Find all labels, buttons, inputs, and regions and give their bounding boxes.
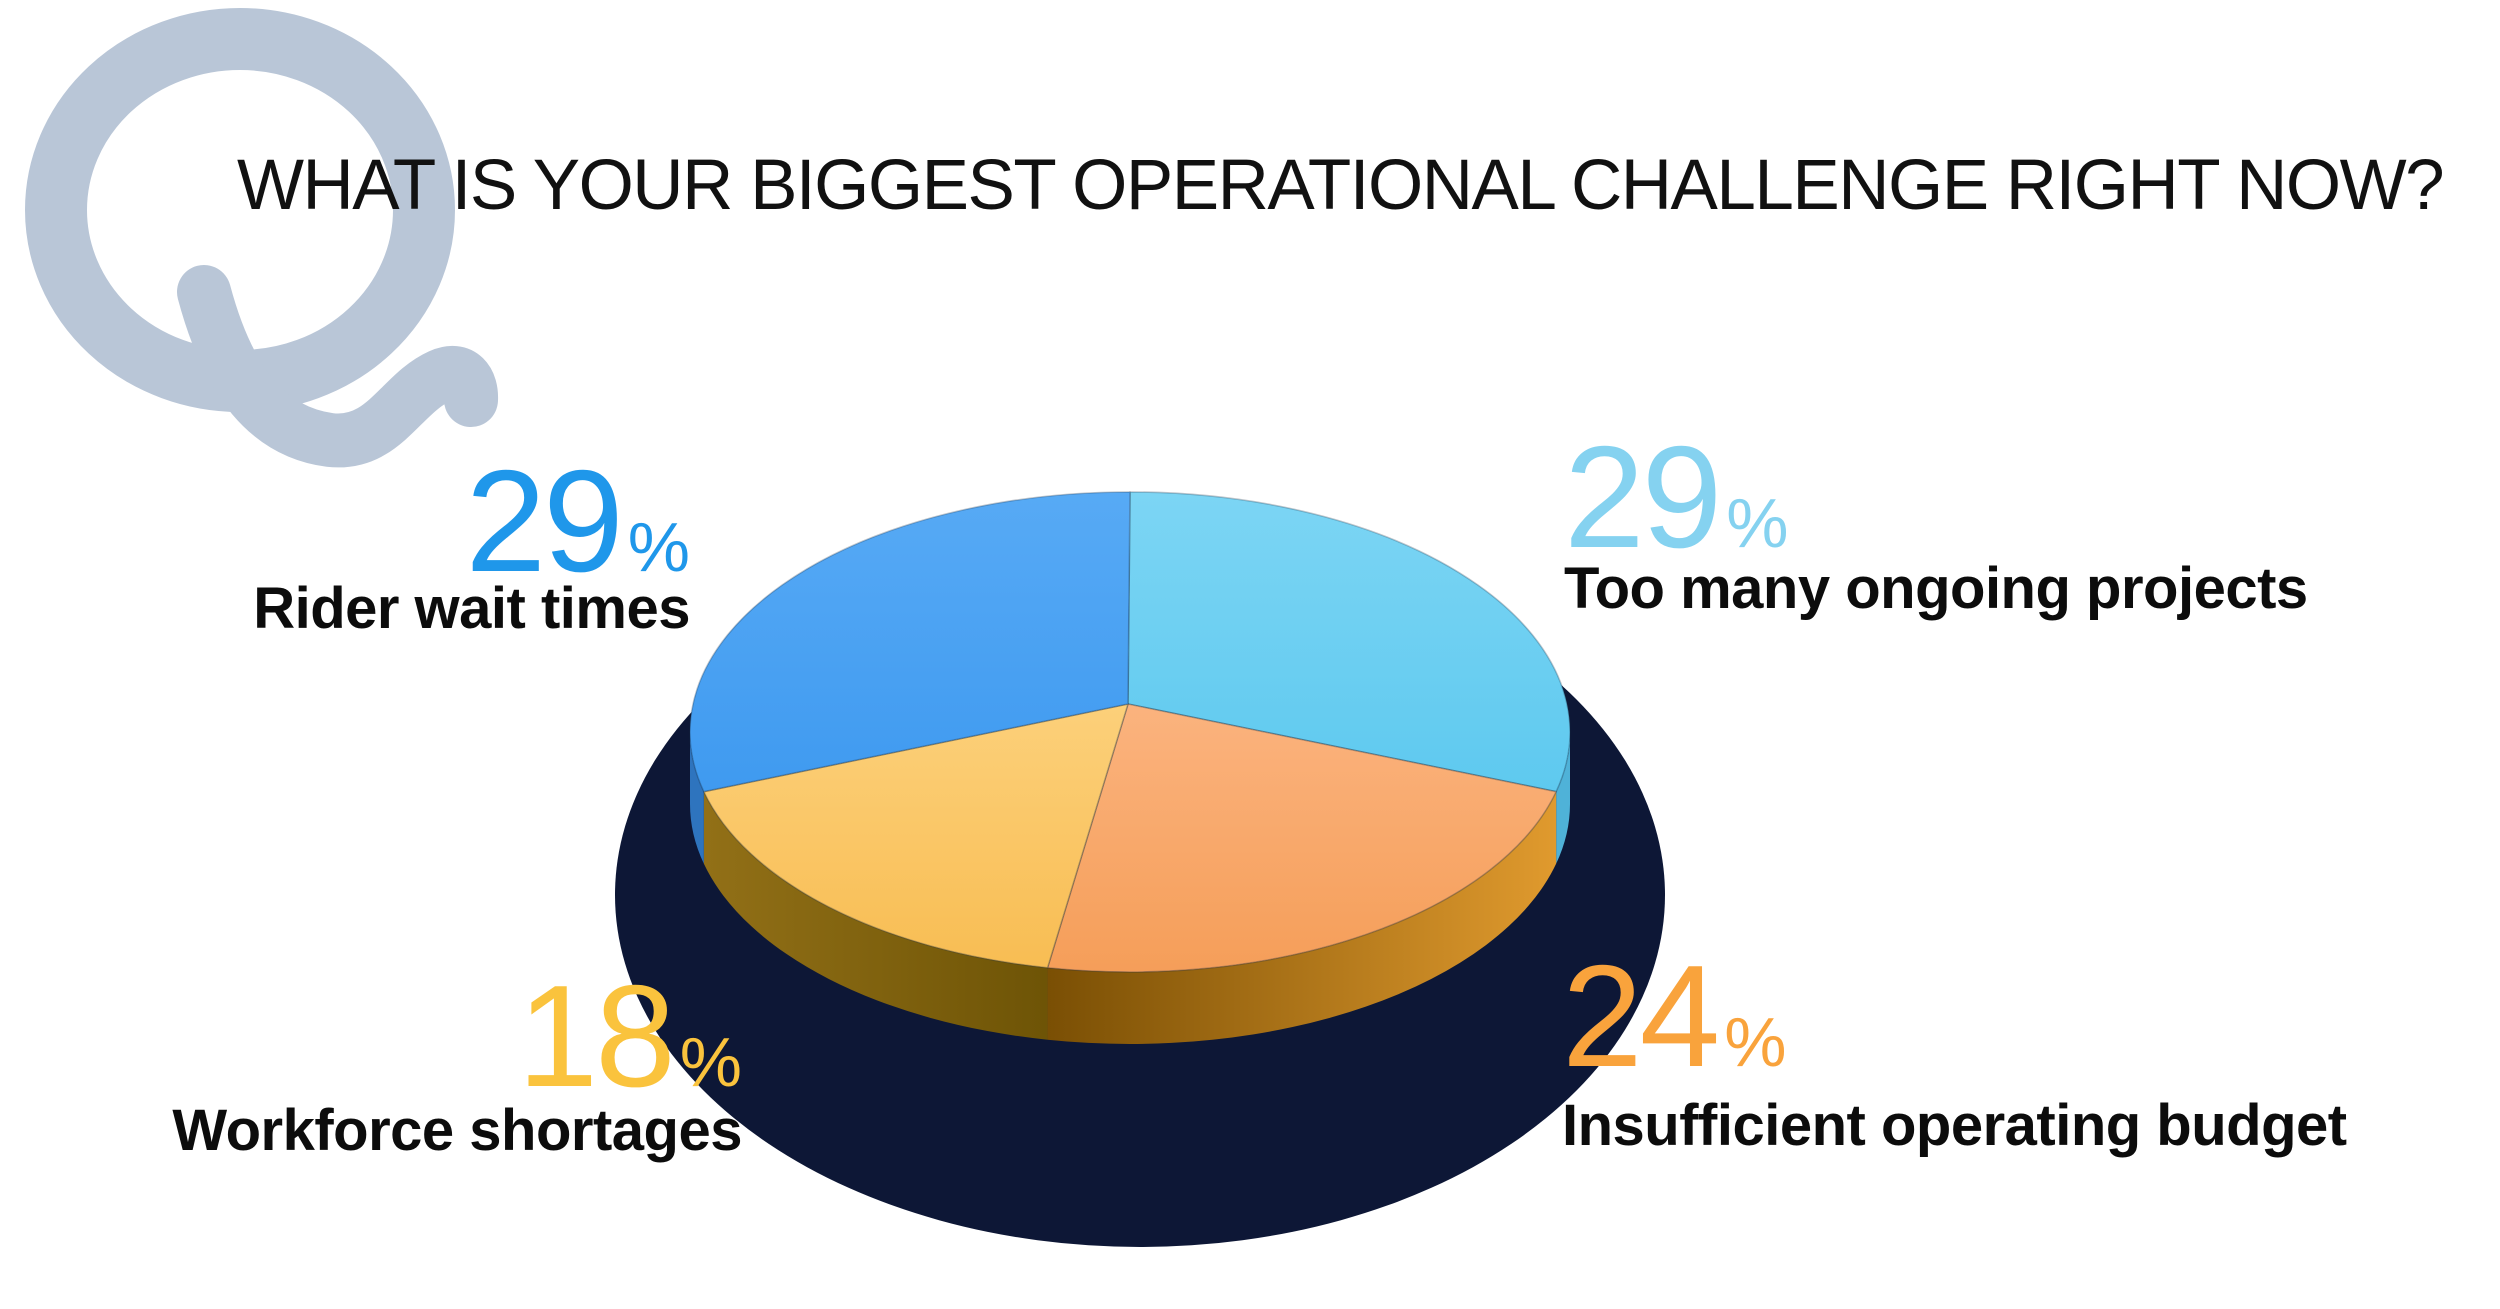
percentage-value: 24% [1562,944,2347,1089]
percentage-value: 29% [1564,425,2308,570]
page-title: WHAT IS YOUR BIGGEST OPERATIONAL CHALLEN… [237,146,2445,225]
percent-sign: % [679,1023,742,1101]
percent-number: 29 [1564,416,1722,578]
percent-sign: % [1726,484,1789,562]
pie-slice-rider-wait-times [689,491,1131,793]
callout-top-right: 29% Too many ongoing projects [1564,425,2308,621]
pie-slice-workforce-shortages [703,703,1129,969]
pie-slice-side-rider-wait-times [690,732,704,864]
pie-slice-insufficient-operating-budget [1046,703,1557,973]
pie-slice-side-workforce-shortages [703,791,1048,1040]
slice-label: Workforce shortages [172,1098,742,1163]
callout-bottom-right: 24% Insufficient operating budget [1562,944,2347,1158]
slice-label: Too many ongoing projects [1564,556,2308,621]
pie-slice-too-many-ongoing-projects [1127,491,1571,793]
callout-top-left: 29% Rider wait times [253,449,690,641]
percent-sign: % [1724,1003,1787,1081]
q-watermark-icon [25,8,498,468]
percent-number: 24 [1562,935,1720,1097]
percentage-value: 18% [172,964,742,1109]
pie-slice-side-insufficient-operating-budget [1047,791,1557,1044]
slice-label: Insufficient operating budget [1562,1093,2347,1158]
percent-sign: % [627,508,690,586]
percent-number: 18 [517,955,675,1117]
pie-slice-side-too-many-ongoing-projects [1556,732,1570,864]
percentage-value: 29% [253,449,690,594]
percent-number: 29 [465,440,623,602]
slice-label: Rider wait times [253,576,690,641]
callout-bottom-left: 18% Workforce shortages [172,964,742,1163]
